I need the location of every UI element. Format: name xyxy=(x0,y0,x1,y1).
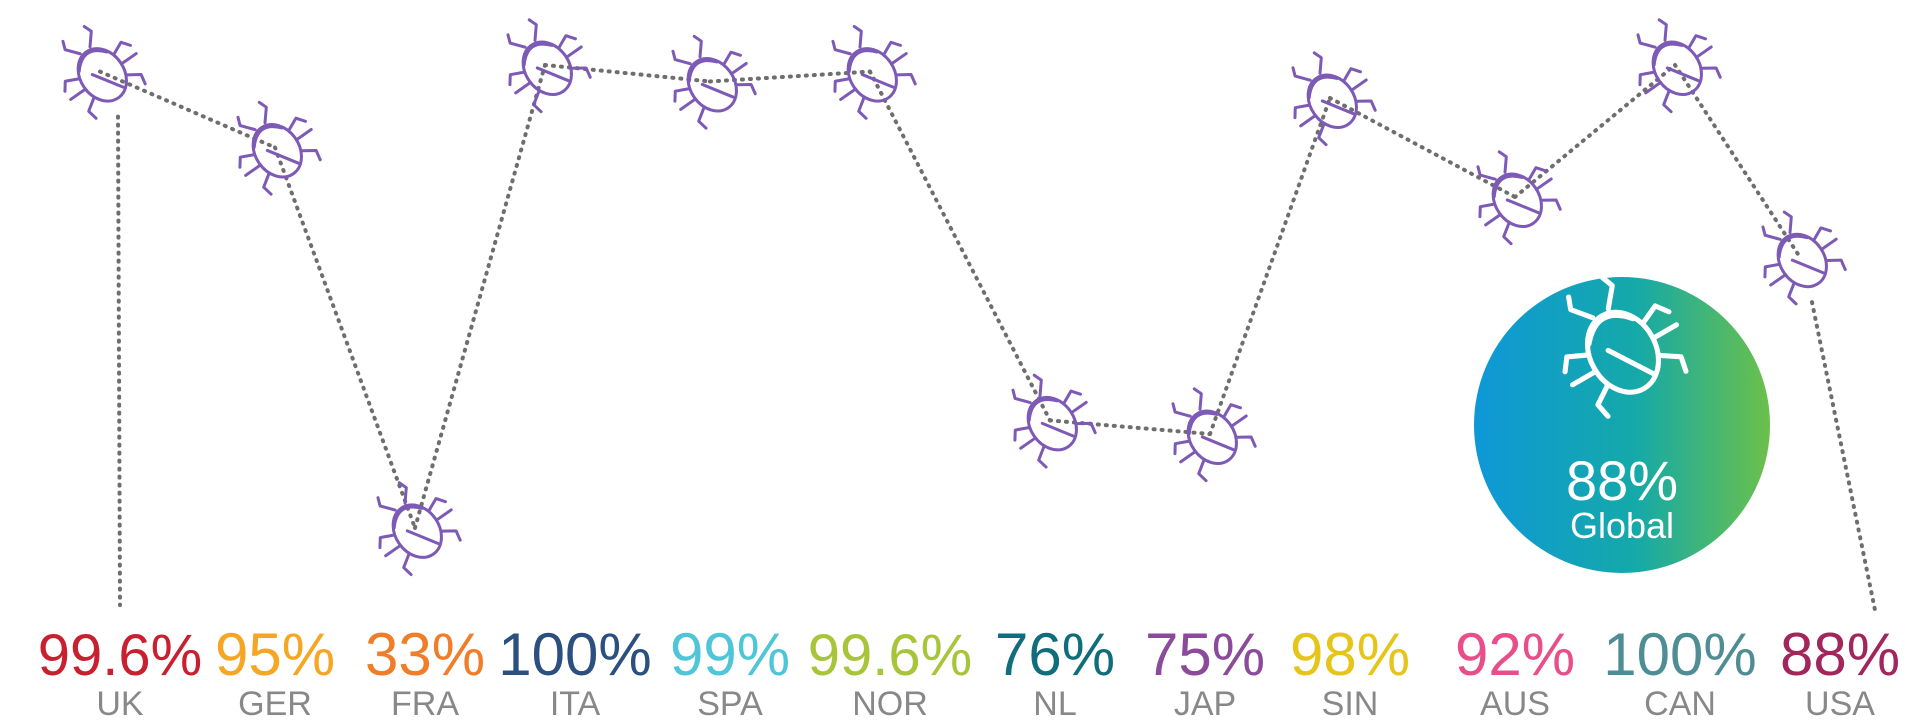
value-label: 98% xyxy=(1290,621,1410,688)
value-label: 76% xyxy=(995,621,1115,688)
global-badge: 88% Global xyxy=(1474,257,1770,573)
category-label: USA xyxy=(1805,685,1875,722)
category-label: FRA xyxy=(391,685,459,722)
country-labels: 99.6%UK95%GER33%FRA100%ITA99%SPA99.6%NOR… xyxy=(38,621,1900,722)
connector-line xyxy=(1513,63,1677,199)
category-label: GER xyxy=(238,685,312,722)
drop-line xyxy=(116,114,122,607)
connector-line xyxy=(413,63,547,530)
bug-icon xyxy=(649,19,765,136)
category-label: JAP xyxy=(1174,685,1236,722)
value-label: 99% xyxy=(670,621,790,688)
global-circle xyxy=(1474,277,1770,573)
connector-line xyxy=(1208,96,1332,436)
global-label: Global xyxy=(1570,505,1674,546)
drop-line xyxy=(1810,300,1877,612)
connector-line xyxy=(543,63,712,84)
connector-line xyxy=(273,145,417,530)
category-label: ITA xyxy=(550,685,601,722)
bug-icon xyxy=(1454,134,1570,251)
connector-line xyxy=(708,69,872,84)
value-label: 100% xyxy=(498,621,651,688)
value-label: 99.6% xyxy=(38,623,202,688)
connector-lines xyxy=(98,63,1877,612)
value-label: 88% xyxy=(1780,621,1900,688)
global-value: 88% xyxy=(1566,449,1678,512)
bug-icon xyxy=(809,9,925,126)
bug-icon xyxy=(214,85,330,202)
value-label: 100% xyxy=(1603,621,1756,688)
category-label: SPA xyxy=(697,685,763,722)
category-label: SIN xyxy=(1322,685,1379,722)
connector-line xyxy=(868,69,1052,423)
bug-icon xyxy=(1269,35,1385,152)
value-label: 75% xyxy=(1145,621,1265,688)
value-label: 92% xyxy=(1455,621,1575,688)
connector-line xyxy=(1673,63,1802,260)
category-label: UK xyxy=(96,685,144,722)
category-label: NOR xyxy=(852,685,928,722)
value-label: 95% xyxy=(215,621,335,688)
category-label: AUS xyxy=(1480,685,1550,722)
connector-line xyxy=(98,69,277,150)
bug-icon xyxy=(989,358,1105,475)
bug-icon xyxy=(484,2,600,119)
connector-line xyxy=(1048,418,1212,436)
bug-icon xyxy=(39,9,155,126)
value-label: 99.6% xyxy=(808,623,972,688)
category-label: NL xyxy=(1033,685,1076,722)
connector-line xyxy=(1328,96,1517,199)
category-label: CAN xyxy=(1644,685,1716,722)
value-label: 33% xyxy=(365,621,485,688)
